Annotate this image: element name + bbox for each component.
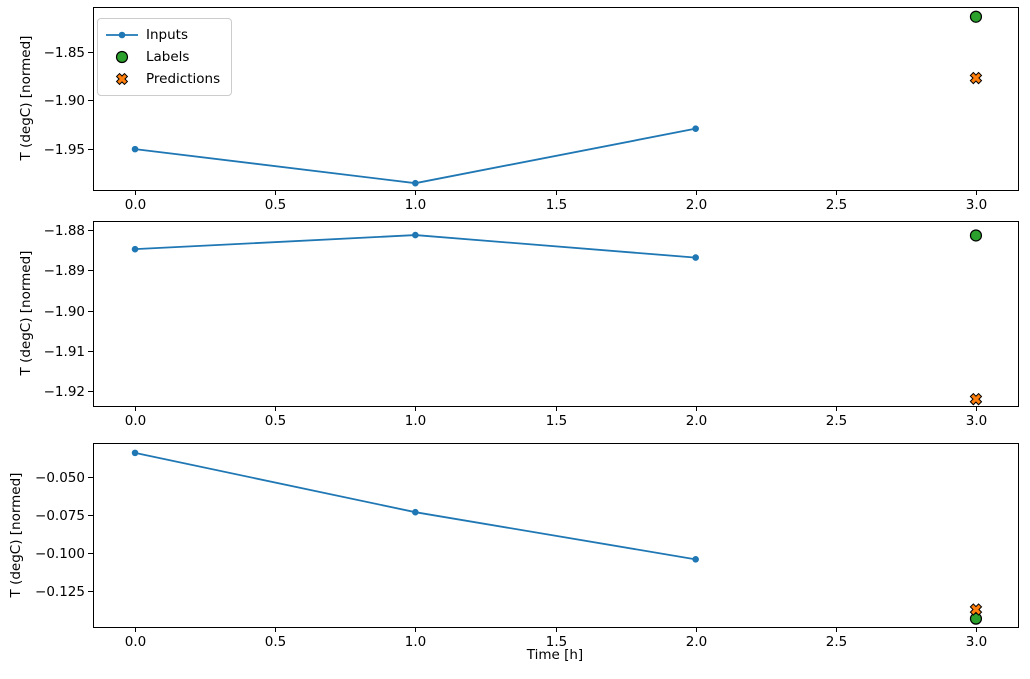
- x-tick-label: 2.0: [686, 413, 707, 429]
- x-tick-label: 2.0: [686, 197, 707, 213]
- x-tick-label: 2.0: [686, 634, 707, 650]
- y-tick-label: −1.90: [44, 304, 85, 320]
- x-tick-label: 1.0: [405, 413, 426, 429]
- x-tick-label: 2.5: [826, 197, 847, 213]
- y-tick-label: −0.100: [35, 546, 85, 562]
- legend-label-predictions: Predictions: [146, 71, 221, 87]
- inputs-line: [135, 234, 696, 259]
- x-tick-label: 0.0: [125, 634, 146, 650]
- predictions-x-icon: [105, 71, 139, 87]
- label-marker: [969, 612, 983, 625]
- y-tick-label: −0.075: [35, 508, 85, 524]
- y-axis-label-subplot-3: T (degC) [normed]: [8, 472, 24, 598]
- labels-circle-icon: [105, 50, 139, 64]
- input-point-marker: [692, 556, 699, 563]
- x-tick-label: 0.5: [265, 197, 286, 213]
- x-tick-label: 1.0: [405, 634, 426, 650]
- y-axis-label-subplot-1: T (degC) [normed]: [18, 35, 34, 161]
- axes-frame: [93, 7, 1019, 191]
- subplot-3: 0.0 0.5 1.0 1.5 2.0 2.5 3.0 −0.050 −0.075 −0.100 −…: [35, 443, 1019, 650]
- inputs-line: [134, 452, 696, 561]
- x-tick-label: 3.0: [966, 197, 987, 213]
- subplot-2: 0.0 0.5 1.0 1.5 2.0 2.5 3.0 −1.88 −1.89 −1.90 −1.9…: [44, 221, 1019, 429]
- x-tick-label: 1.5: [546, 197, 567, 213]
- input-point-marker: [131, 449, 139, 457]
- y-tick-label: −0.050: [35, 470, 85, 486]
- x-tick-label: 3.0: [966, 634, 987, 650]
- y-tick-label: −1.92: [44, 384, 85, 400]
- legend-item-inputs: Inputs: [105, 24, 220, 46]
- legend-item-predictions: Predictions: [105, 68, 220, 90]
- x-tick-label: 0.5: [265, 413, 286, 429]
- x-tick-label: 2.5: [826, 413, 847, 429]
- y-tick-label: −1.89: [44, 263, 85, 279]
- y-tick-label: −0.125: [35, 584, 85, 600]
- x-tick-label: 1.5: [546, 413, 567, 429]
- x-tick-label: 0.0: [125, 197, 146, 213]
- y-tick-label: −1.88: [44, 223, 85, 239]
- axes-frame: [93, 221, 1019, 407]
- prediction-marker: [969, 392, 983, 406]
- input-point-marker: [131, 245, 139, 253]
- y-tick-label: −1.95: [44, 142, 85, 158]
- x-tick-label: 0.5: [265, 634, 286, 650]
- y-tick-label: −1.91: [44, 344, 85, 360]
- legend: Inputs Labels Predictions: [97, 18, 233, 96]
- input-point-marker: [412, 231, 419, 239]
- subplot-1: 0.0 0.5 1.0 1.5 2.0 2.5 3.0 −1.85 −1.90 −1.95: [44, 7, 1019, 213]
- legend-label-inputs: Inputs: [146, 27, 188, 43]
- legend-label-labels: Labels: [146, 49, 190, 65]
- input-point-marker: [692, 254, 699, 261]
- prediction-marker: [969, 603, 983, 616]
- y-axis-label-subplot-2: T (degC) [normed]: [18, 250, 34, 376]
- inputs-line: [134, 127, 696, 185]
- inputs-line-dot-icon: [105, 28, 139, 42]
- prediction-marker: [969, 71, 983, 85]
- y-tick-label: −1.90: [44, 93, 85, 109]
- input-point-marker: [412, 508, 419, 516]
- x-tick-label: 1.0: [405, 197, 426, 213]
- x-axis-label: Time [h]: [526, 647, 584, 663]
- label-marker: [969, 10, 983, 23]
- y-tick-label: −1.85: [44, 45, 85, 61]
- input-point-marker: [131, 145, 139, 153]
- label-marker: [969, 229, 983, 242]
- x-tick-label: 0.0: [125, 413, 146, 429]
- x-tick-label: 2.5: [826, 634, 847, 650]
- input-point-marker: [692, 125, 699, 132]
- x-tick-label: 3.0: [966, 413, 987, 429]
- legend-item-labels: Labels: [105, 46, 220, 68]
- x-tick-label: 1.5: [546, 634, 567, 650]
- input-point-marker: [412, 179, 419, 187]
